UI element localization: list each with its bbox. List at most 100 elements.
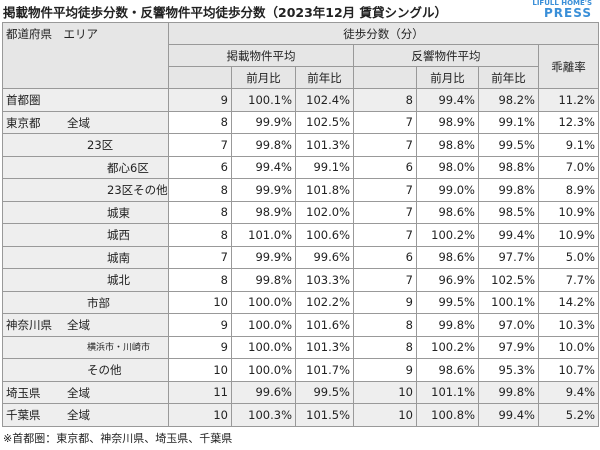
logo-line: PRESS (544, 6, 592, 20)
area: 城北 (107, 273, 130, 287)
row-label-cell: 神奈川県 全域 (2, 313, 169, 337)
value-cell: 99.4% (478, 403, 539, 427)
value-cell: 7 (353, 200, 417, 224)
area: 全域 (67, 318, 90, 332)
value-cell: 97.7% (478, 245, 539, 269)
area: 23区その他 (107, 183, 168, 197)
value-cell: 10.0% (538, 335, 599, 359)
value-cell: 102.4% (295, 88, 354, 112)
value-cell: 101.8% (295, 178, 354, 202)
value-cell: 97.0% (478, 313, 539, 337)
value-cell: 99.5% (295, 380, 354, 404)
value-cell: 102.5% (295, 110, 354, 134)
table-row: 横浜市・川崎市 9 100.0% 101.3% 8 100.2% 97.9% 10.0% (2, 335, 599, 359)
value-cell: 103.3% (295, 268, 354, 292)
value-cell: 101.0% (231, 223, 296, 247)
prefecture: 埼玉県 (6, 385, 41, 400)
value-cell: 99.8% (478, 178, 539, 202)
value-cell: 100.1% (231, 88, 296, 112)
table-row: 23区 7 99.8% 101.3% 7 98.8% 99.5% 9.1% (2, 133, 599, 157)
header-cell (168, 66, 232, 89)
value-cell: 10 (168, 358, 232, 382)
title: 掲載物件平均徒歩分数・反響物件平均徒歩分数（2023年12月 賃貸シングル） (3, 5, 448, 20)
value-cell: 11.2% (538, 88, 599, 112)
value-cell: 102.0% (295, 200, 354, 224)
header-cell: 都道府県 エリア (2, 22, 169, 89)
value-cell: 99.9% (231, 110, 296, 134)
row-label-cell: 城南 (2, 245, 169, 269)
value-cell: 99.8% (231, 133, 296, 157)
value-cell: 95.3% (478, 358, 539, 382)
value-cell: 99.6% (295, 245, 354, 269)
header-cell: 徒歩分数（分） (168, 22, 599, 45)
value-cell: 99.9% (231, 178, 296, 202)
logo: LIFULL HOME'S PRESS (532, 0, 592, 19)
value-cell: 100.3% (231, 403, 296, 427)
value-cell: 101.6% (295, 313, 354, 337)
row-label-cell: 23区その他 (2, 178, 169, 202)
value-cell: 8 (168, 200, 232, 224)
value-cell: 99.8% (231, 268, 296, 292)
value-cell: 99.4% (416, 88, 479, 112)
row-label-cell: 都心6区 (2, 155, 169, 179)
value-cell: 8.9% (538, 178, 599, 202)
value-cell: 10.9% (538, 200, 599, 224)
prefecture: 東京都 (6, 115, 41, 130)
value-cell: 99.1% (295, 155, 354, 179)
header-cell: 前年比 (295, 66, 354, 89)
value-cell: 99.4% (478, 223, 539, 247)
value-cell: 98.6% (416, 200, 479, 224)
value-cell: 97.9% (478, 335, 539, 359)
table-row: 神奈川県 全域 9 100.0% 101.6% 8 99.8% 97.0% 10.3% (2, 313, 599, 337)
value-cell: 7 (353, 178, 417, 202)
table-row: 市部 10 100.0% 102.2% 9 99.5% 100.1% 14.2% (2, 290, 599, 314)
value-cell: 7 (168, 245, 232, 269)
value-cell: 101.7% (295, 358, 354, 382)
value-cell: 98.0% (416, 155, 479, 179)
value-cell: 8 (353, 88, 417, 112)
row-label-cell: 23区 (2, 133, 169, 157)
header-cell: 乖離率 (538, 44, 599, 89)
row-label-cell: 市部 (2, 290, 169, 314)
value-cell: 98.8% (478, 155, 539, 179)
area: 全域 (67, 408, 90, 422)
area: 城西 (107, 228, 130, 242)
value-cell: 100.1% (478, 290, 539, 314)
area: 市部 (87, 295, 110, 310)
area: その他 (87, 363, 122, 377)
value-cell: 99.9% (231, 245, 296, 269)
value-cell: 10 (168, 290, 232, 314)
value-cell: 100.2% (416, 223, 479, 247)
value-cell: 9 (168, 335, 232, 359)
area: 23区 (87, 138, 114, 152)
table-row: その他 10 100.0% 101.7% 9 98.6% 95.3% 10.7% (2, 358, 599, 382)
value-cell: 9 (353, 290, 417, 314)
table-row: 首都圏 9 100.1% 102.4% 8 99.4% 98.2% 11.2% (2, 88, 599, 112)
table-row: 埼玉県 全域 11 99.6% 99.5% 10 101.1% 99.8% 9.4% (2, 380, 599, 404)
value-cell: 99.8% (416, 313, 479, 337)
value-cell: 100.0% (231, 313, 296, 337)
row-label-cell: 城北 (2, 268, 169, 292)
value-cell: 6 (353, 245, 417, 269)
value-cell: 11 (168, 380, 232, 404)
table-row: 千葉県 全域 10 100.3% 101.5% 10 100.8% 99.4% 5.2% (2, 403, 599, 427)
table-row: 城東 8 98.9% 102.0% 7 98.6% 98.5% 10.9% (2, 200, 599, 224)
row-label-cell: 城東 (2, 200, 169, 224)
row-label-cell: 横浜市・川崎市 (2, 335, 169, 359)
value-cell: 99.4% (231, 155, 296, 179)
value-cell: 7 (353, 223, 417, 247)
value-cell: 96.9% (416, 268, 479, 292)
value-cell: 7 (168, 133, 232, 157)
row-label-cell: 千葉県 全域 (2, 403, 169, 427)
value-cell: 9 (168, 88, 232, 112)
value-cell: 100.0% (231, 290, 296, 314)
value-cell: 98.8% (416, 133, 479, 157)
value-cell: 102.5% (478, 268, 539, 292)
value-cell: 7.7% (538, 268, 599, 292)
value-cell: 101.3% (295, 335, 354, 359)
table-row: 城北 8 99.8% 103.3% 7 96.9% 102.5% 7.7% (2, 268, 599, 292)
value-cell: 101.1% (416, 380, 479, 404)
table-row: 城南 7 99.9% 99.6% 6 98.6% 97.7% 5.0% (2, 245, 599, 269)
value-cell: 99.8% (478, 380, 539, 404)
